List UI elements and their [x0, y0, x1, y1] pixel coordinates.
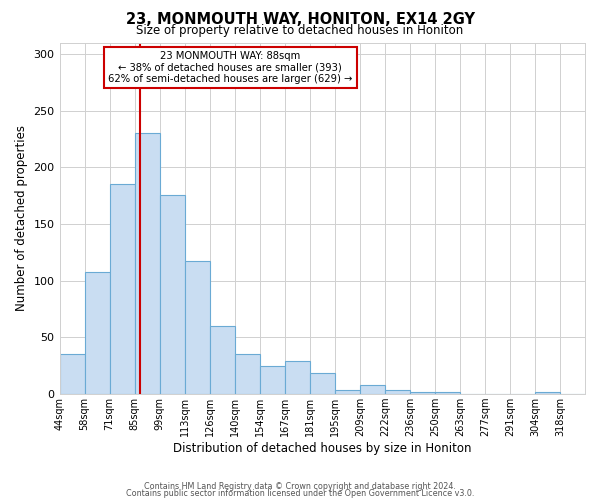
Bar	[410, 392, 435, 394]
Text: Size of property relative to detached houses in Honiton: Size of property relative to detached ho…	[136, 24, 464, 37]
Text: Contains public sector information licensed under the Open Government Licence v3: Contains public sector information licen…	[126, 490, 474, 498]
Bar	[85, 272, 110, 394]
Y-axis label: Number of detached properties: Number of detached properties	[15, 126, 28, 312]
X-axis label: Distribution of detached houses by size in Honiton: Distribution of detached houses by size …	[173, 442, 472, 455]
Bar	[260, 366, 285, 394]
Text: 23 MONMOUTH WAY: 88sqm
← 38% of detached houses are smaller (393)
62% of semi-de: 23 MONMOUTH WAY: 88sqm ← 38% of detached…	[108, 52, 353, 84]
Bar	[360, 385, 385, 394]
Bar	[209, 326, 235, 394]
Text: Contains HM Land Registry data © Crown copyright and database right 2024.: Contains HM Land Registry data © Crown c…	[144, 482, 456, 491]
Bar	[385, 390, 410, 394]
Bar	[435, 392, 460, 394]
Bar	[285, 362, 310, 394]
Bar	[335, 390, 360, 394]
Text: 23, MONMOUTH WAY, HONITON, EX14 2GY: 23, MONMOUTH WAY, HONITON, EX14 2GY	[125, 12, 475, 28]
Bar	[160, 194, 185, 394]
Bar	[134, 134, 160, 394]
Bar	[110, 184, 134, 394]
Bar	[235, 354, 260, 394]
Bar	[535, 392, 560, 394]
Bar	[59, 354, 85, 394]
Bar	[310, 372, 335, 394]
Bar	[185, 262, 209, 394]
